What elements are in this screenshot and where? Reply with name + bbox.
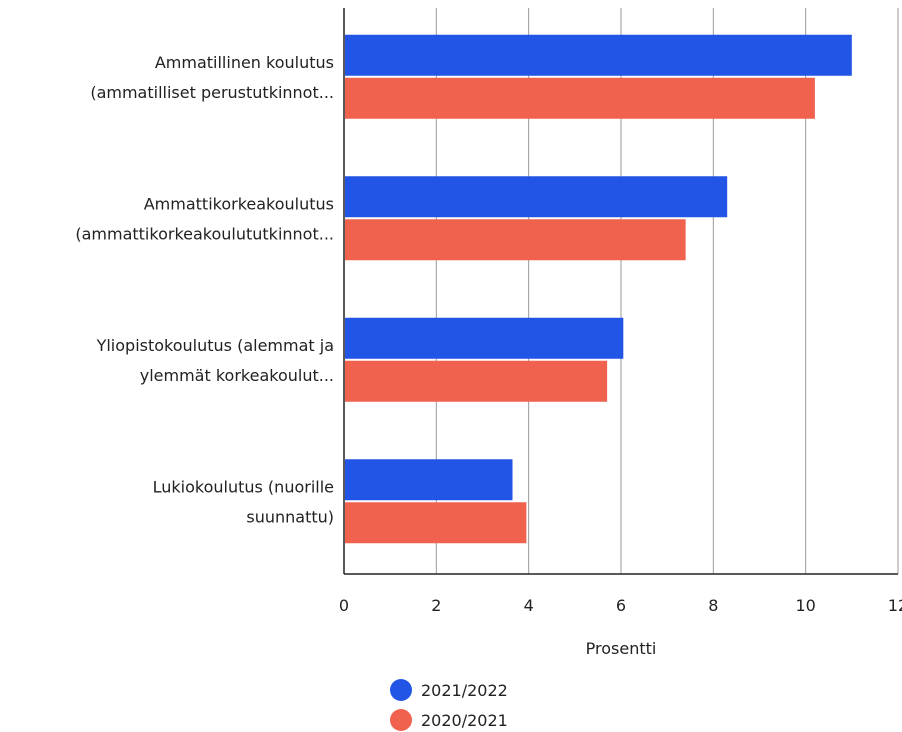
bar-series2 [345,360,608,402]
bar-series1 [345,317,624,359]
category-label: Ammatillinen koulutus [155,53,334,72]
category-label: suunnattu) [246,507,334,526]
bar-series2 [345,502,527,544]
x-tick-label: 0 [339,596,349,615]
x-tick-label: 6 [616,596,626,615]
category-label: Yliopistokoulutus (alemmat ja [96,336,334,355]
bars [345,34,852,544]
legend-swatch [390,679,412,701]
bar-series2 [345,219,686,261]
axes [343,8,898,575]
category-label: Ammattikorkeakoulutus [144,194,334,213]
x-axis-title: Prosentti [586,639,657,658]
bar-series1 [345,459,513,501]
x-tick-label: 8 [708,596,718,615]
x-tick-labels: 0 2 4 6 8 10 12 [339,596,902,615]
legend-swatch [390,709,412,731]
category-label: Lukiokoulutus (nuorille [153,477,334,496]
category-label: (ammatilliset perustutkinnot... [90,83,334,102]
x-tick-label: 10 [795,596,815,615]
category-label: (ammattikorkeakoulututkinnot... [75,224,334,243]
x-tick-label: 4 [524,596,534,615]
bar-series1 [345,34,852,76]
x-tick-label: 12 [888,596,902,615]
category-label: ylemmät korkeakoulut... [140,366,334,385]
bar-series1 [345,176,728,218]
legend-label: 2020/2021 [421,711,508,730]
bar-series2 [345,77,815,119]
category-labels: Ammatillinen koulutus (ammatilliset perus… [75,53,334,527]
legend-label: 2021/2022 [421,681,508,700]
legend: 2021/2022 2020/2021 [390,679,508,731]
x-tick-label: 2 [431,596,441,615]
